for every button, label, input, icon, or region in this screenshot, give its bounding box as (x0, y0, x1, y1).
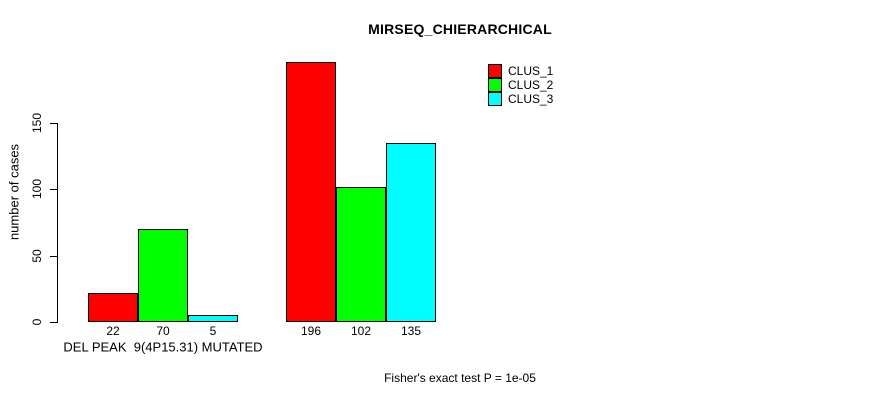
y-tick-label: 100 (30, 178, 44, 200)
legend-swatch-clus_3 (488, 92, 502, 106)
bar-clus_1-group2 (286, 62, 336, 322)
y-tick-label: 50 (30, 249, 44, 263)
legend-label: CLUS_1 (508, 64, 554, 78)
chart-title: MIRSEQ_CHIERARCHICAL (368, 21, 552, 37)
y-tick-mark (50, 189, 57, 190)
fisher-test-annotation: Fisher's exact test P = 1e-05 (384, 371, 536, 385)
legend-label: CLUS_2 (508, 78, 554, 92)
y-tick-mark (50, 123, 57, 124)
y-axis-label: number of cases (6, 143, 22, 241)
y-axis-line (57, 123, 58, 323)
x-axis-group-label: DEL PEAK 9(4P15.31) MUTATED (63, 339, 263, 355)
bar-clus_3-group1 (188, 315, 238, 322)
legend-swatch-clus_1 (488, 64, 502, 78)
y-tick-mark (50, 322, 57, 323)
legend: CLUS_1 CLUS_2 CLUS_3 (488, 64, 553, 106)
legend-item-clus_3: CLUS_3 (488, 92, 553, 106)
bar-value-label: 70 (156, 324, 170, 338)
legend-swatch-clus_2 (488, 78, 502, 92)
y-tick-mark (50, 256, 57, 257)
bar-value-label: 102 (350, 324, 372, 338)
bar-clus_1-group1 (88, 293, 138, 322)
bar-value-label: 196 (300, 324, 322, 338)
bar-value-label: 135 (400, 324, 422, 338)
bar-value-label: 5 (209, 324, 217, 338)
bar-clus_2-group1 (138, 229, 188, 322)
y-tick-label: 0 (30, 318, 44, 326)
legend-item-clus_2: CLUS_2 (488, 78, 553, 92)
legend-item-clus_1: CLUS_1 (488, 64, 553, 78)
bar-clus_3-group2 (386, 143, 436, 322)
bar-clus_2-group2 (336, 187, 386, 322)
y-tick-label: 150 (30, 112, 44, 134)
bar-value-label: 22 (106, 324, 120, 338)
legend-label: CLUS_3 (508, 92, 554, 106)
